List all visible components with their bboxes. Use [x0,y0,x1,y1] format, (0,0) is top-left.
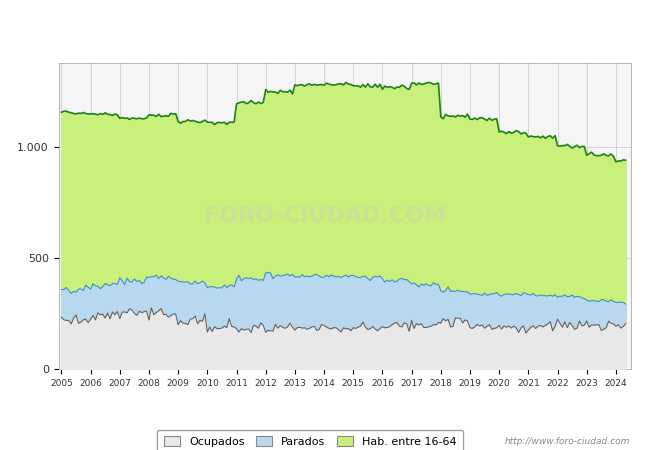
Text: http://www.foro-ciudad.com: http://www.foro-ciudad.com [505,436,630,446]
Text: Oímbra - Evolucion de la poblacion en edad de Trabajar Mayo de 2024: Oímbra - Evolucion de la poblacion en ed… [90,21,560,33]
Text: FORO-CIUDAD.COM: FORO-CIUDAD.COM [204,206,446,226]
Legend: Ocupados, Parados, Hab. entre 16-64: Ocupados, Parados, Hab. entre 16-64 [157,430,463,450]
